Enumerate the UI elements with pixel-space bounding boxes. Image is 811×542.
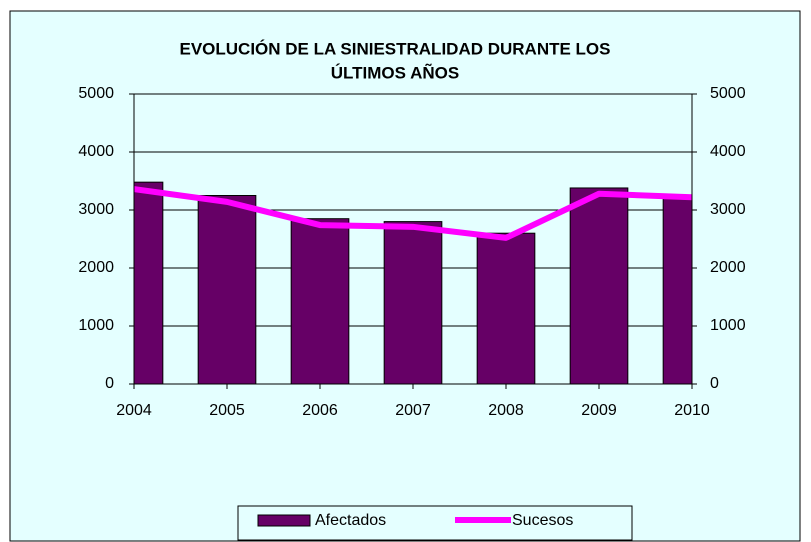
legend-swatch [257, 514, 311, 527]
legend-label: Sucesos [512, 512, 573, 529]
x-tick-label: 2005 [209, 402, 245, 419]
y-tick-label: 5000 [78, 85, 114, 102]
bar [197, 195, 257, 384]
y2-tick-label: 5000 [710, 85, 746, 102]
bar [134, 181, 164, 384]
x-tick-label: 2007 [395, 402, 431, 419]
y2-tick-label: 1000 [710, 317, 746, 334]
x-tick-label: 2010 [674, 402, 710, 419]
x-tick-label: 2009 [581, 402, 617, 419]
legend-label: Afectados [315, 512, 386, 529]
line [134, 186, 692, 241]
y2-tick-label: 0 [710, 375, 719, 392]
bar [383, 221, 443, 384]
y-tick-label: 3000 [78, 201, 114, 218]
y2-tick-label: 2000 [710, 259, 746, 276]
x-tick-label: 2008 [488, 402, 524, 419]
y2-tick-label: 3000 [710, 201, 746, 218]
bar [290, 218, 350, 384]
chart-title: EVOLUCIÓN DE LA SINIESTRALIDAD DURANTE L… [180, 39, 611, 58]
chart-title: ÚLTIMOS AÑOS [331, 62, 459, 82]
y-tick-label: 4000 [78, 143, 114, 160]
x-tick-label: 2004 [116, 402, 152, 419]
y-tick-label: 0 [105, 375, 114, 392]
y2-tick-label: 4000 [710, 143, 746, 160]
y-tick-label: 1000 [78, 317, 114, 334]
bar [569, 187, 629, 384]
y-tick-label: 2000 [78, 259, 114, 276]
bar [476, 232, 536, 384]
x-tick-label: 2006 [302, 402, 338, 419]
